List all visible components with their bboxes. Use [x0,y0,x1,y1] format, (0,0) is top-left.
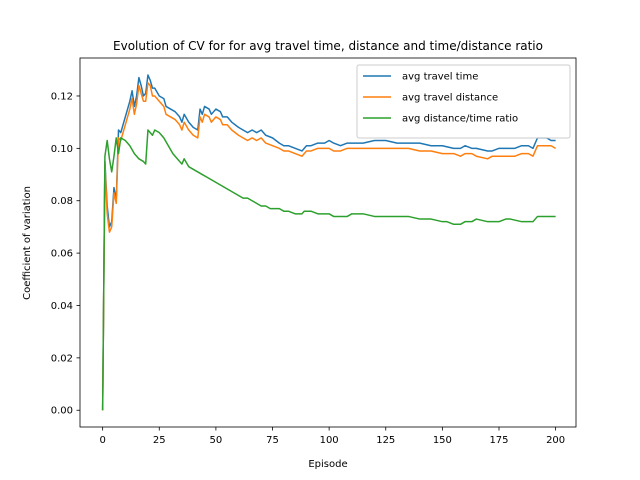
y-tick-label: 0.08 [51,196,73,207]
plot-frame [79,57,577,428]
chart-title: Evolution of CV for for avg travel time,… [113,39,543,53]
y-tick-label: 0.04 [51,301,73,312]
x-tick-label: 150 [433,435,452,446]
x-tick-label: 25 [153,435,166,446]
legend: avg travel time avg travel distance avg di… [356,64,571,139]
x-axis-label: Episode [308,459,347,470]
legend-label: avg travel time [402,72,478,83]
y-tick-label: 0.00 [51,406,73,417]
x-tick-label: 100 [320,435,339,446]
y-tick-label: 0.10 [51,144,73,155]
series-line-1 [101,74,556,411]
x-tick-label: 200 [546,435,565,446]
legend-label: avg distance/time ratio [402,114,518,125]
legend-box [356,64,571,139]
y-tick-label: 0.06 [51,249,73,260]
y-axis-label: Coefficient of variation [22,186,33,300]
y-tick-label: 0.12 [51,91,73,102]
x-tick-label: 75 [266,435,279,446]
x-tick-label: 125 [376,435,395,446]
legend-label: avg travel distance [402,93,498,104]
x-tick-label: 175 [489,435,508,446]
series-line-2 [101,82,556,411]
series-layer [101,74,556,411]
series-line-3 [101,129,556,411]
x-tick-label: 50 [210,435,223,446]
ticks-layer: 0 25 50 75 100 125 150 175 200 0.00 0.02 0.04 0.06 0.… [51,91,565,446]
y-tick-label: 0.02 [51,353,73,364]
axes-layer [79,57,577,428]
x-tick-label: 0 [99,435,105,446]
